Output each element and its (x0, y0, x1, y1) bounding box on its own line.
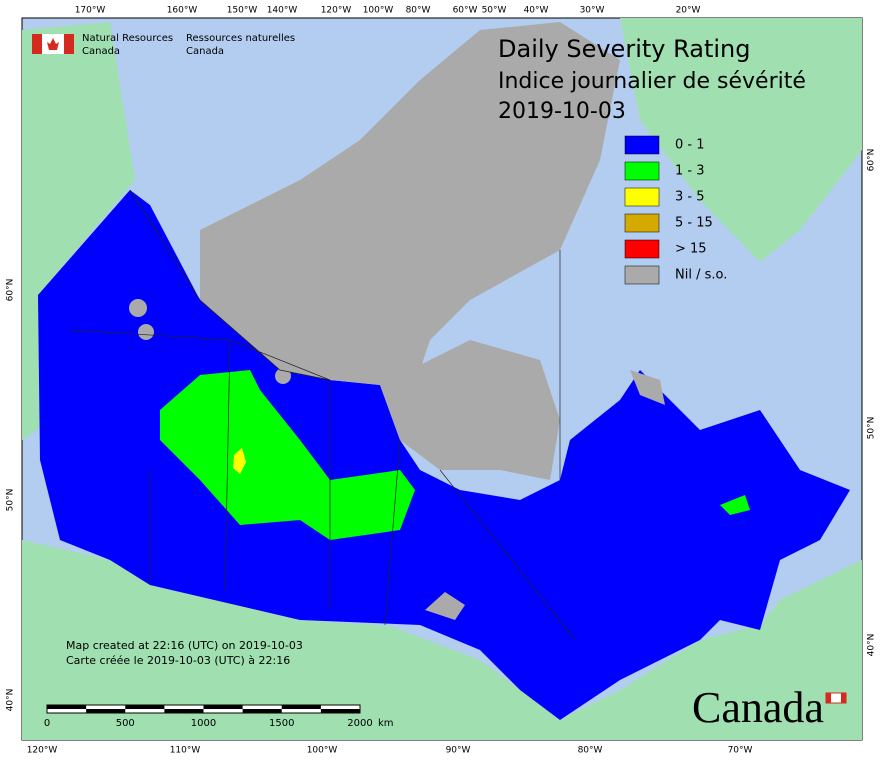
graticule-label: 50°N (6, 489, 16, 512)
hudson-bay-nil (380, 340, 560, 480)
labrador-nil (630, 370, 665, 405)
legend-label: 5 - 15 (675, 216, 713, 231)
scale-label: 2000 (347, 718, 372, 729)
credit: Map created at 22:16 (UTC) on 2019-10-03 (66, 639, 303, 652)
scale-label: 1000 (191, 718, 216, 729)
legend-swatch (624, 265, 660, 285)
scale-label: 500 (116, 718, 135, 729)
graticule-label: 80°W (406, 6, 431, 16)
lake (129, 299, 147, 317)
legend-swatch (624, 213, 660, 233)
lake (138, 324, 154, 340)
graticule-label: 150°W (227, 6, 258, 16)
scale-bar-segment (281, 705, 321, 709)
graticule-label: 60°W (453, 6, 478, 16)
graticule-label: 170°W (75, 6, 106, 16)
legend-swatch (624, 239, 660, 259)
scale-bar-segment (47, 705, 87, 709)
graticule-label: 160°W (167, 6, 198, 16)
flag (64, 34, 74, 54)
graticule-label: 80°W (578, 746, 603, 756)
graticule-label: 120°W (27, 746, 58, 756)
usa (22, 540, 862, 740)
graticule-label: 30°W (580, 6, 605, 16)
graticule-label: 40°N (6, 689, 16, 712)
legend-label: Nil / s.o. (675, 268, 727, 283)
graticule-label: 100°W (363, 6, 394, 16)
boundary (69, 189, 576, 641)
flag (32, 34, 42, 54)
agency: Canada (82, 46, 120, 57)
title: Daily Severity Rating (498, 35, 750, 63)
graticule-label: 100°W (307, 746, 338, 756)
scale-bar-segment (320, 709, 360, 713)
rating-3-5 (233, 448, 246, 474)
agency: Canada (186, 46, 224, 57)
legend-label: 1 - 3 (675, 164, 705, 179)
graticule-label: 110°W (170, 746, 201, 756)
canada-low (38, 190, 850, 720)
scale-bar-segment (86, 709, 126, 713)
graticule-label: 70°W (728, 746, 753, 756)
rating-1-3 (160, 370, 415, 540)
legend-label: 0 - 1 (675, 138, 705, 153)
rating-1-3 (720, 495, 750, 515)
flag (841, 693, 846, 703)
legend-swatch (624, 135, 660, 155)
scale-unit: km (378, 718, 394, 729)
flag (826, 693, 831, 703)
greenland (620, 18, 862, 262)
graticule-label: 120°W (321, 6, 352, 16)
credit: Carte créée le 2019-10-03 (UTC) à 22:16 (66, 654, 290, 667)
lake (275, 368, 291, 384)
graticule-label: 90°W (446, 746, 471, 756)
legend-swatch (624, 161, 660, 181)
date: 2019-10-03 (498, 99, 626, 124)
flag (47, 38, 59, 50)
graticule-label: 140°W (267, 6, 298, 16)
legend-label: 3 - 5 (675, 190, 705, 205)
graticule-label: 50°N (867, 417, 877, 440)
scale-label: 1500 (269, 718, 294, 729)
graticule-label: 60°N (6, 279, 16, 302)
title: Indice journalier de sévérité (498, 69, 806, 94)
agency: Natural Resources (82, 33, 173, 44)
scale-label: 0 (44, 718, 50, 729)
graticule-label: 50°W (482, 6, 507, 16)
graticule-label: 20°W (676, 6, 701, 16)
graticule-label: 40°W (524, 6, 549, 16)
arctic-nil (200, 22, 620, 400)
agency: Ressources naturelles (186, 33, 295, 44)
scale-bar-segment (125, 705, 165, 709)
scale-bar-segment (242, 709, 282, 713)
scale-bar-segment (164, 709, 204, 713)
wordmark: Canada (692, 683, 824, 732)
graticule-label: 60°N (867, 149, 877, 172)
scale-bar-segment (203, 705, 243, 709)
alaska (22, 22, 135, 440)
legend-label: > 15 (675, 242, 707, 257)
graticule-label: 40°N (867, 634, 877, 657)
lake-superior (425, 592, 465, 620)
legend-swatch (624, 187, 660, 207)
